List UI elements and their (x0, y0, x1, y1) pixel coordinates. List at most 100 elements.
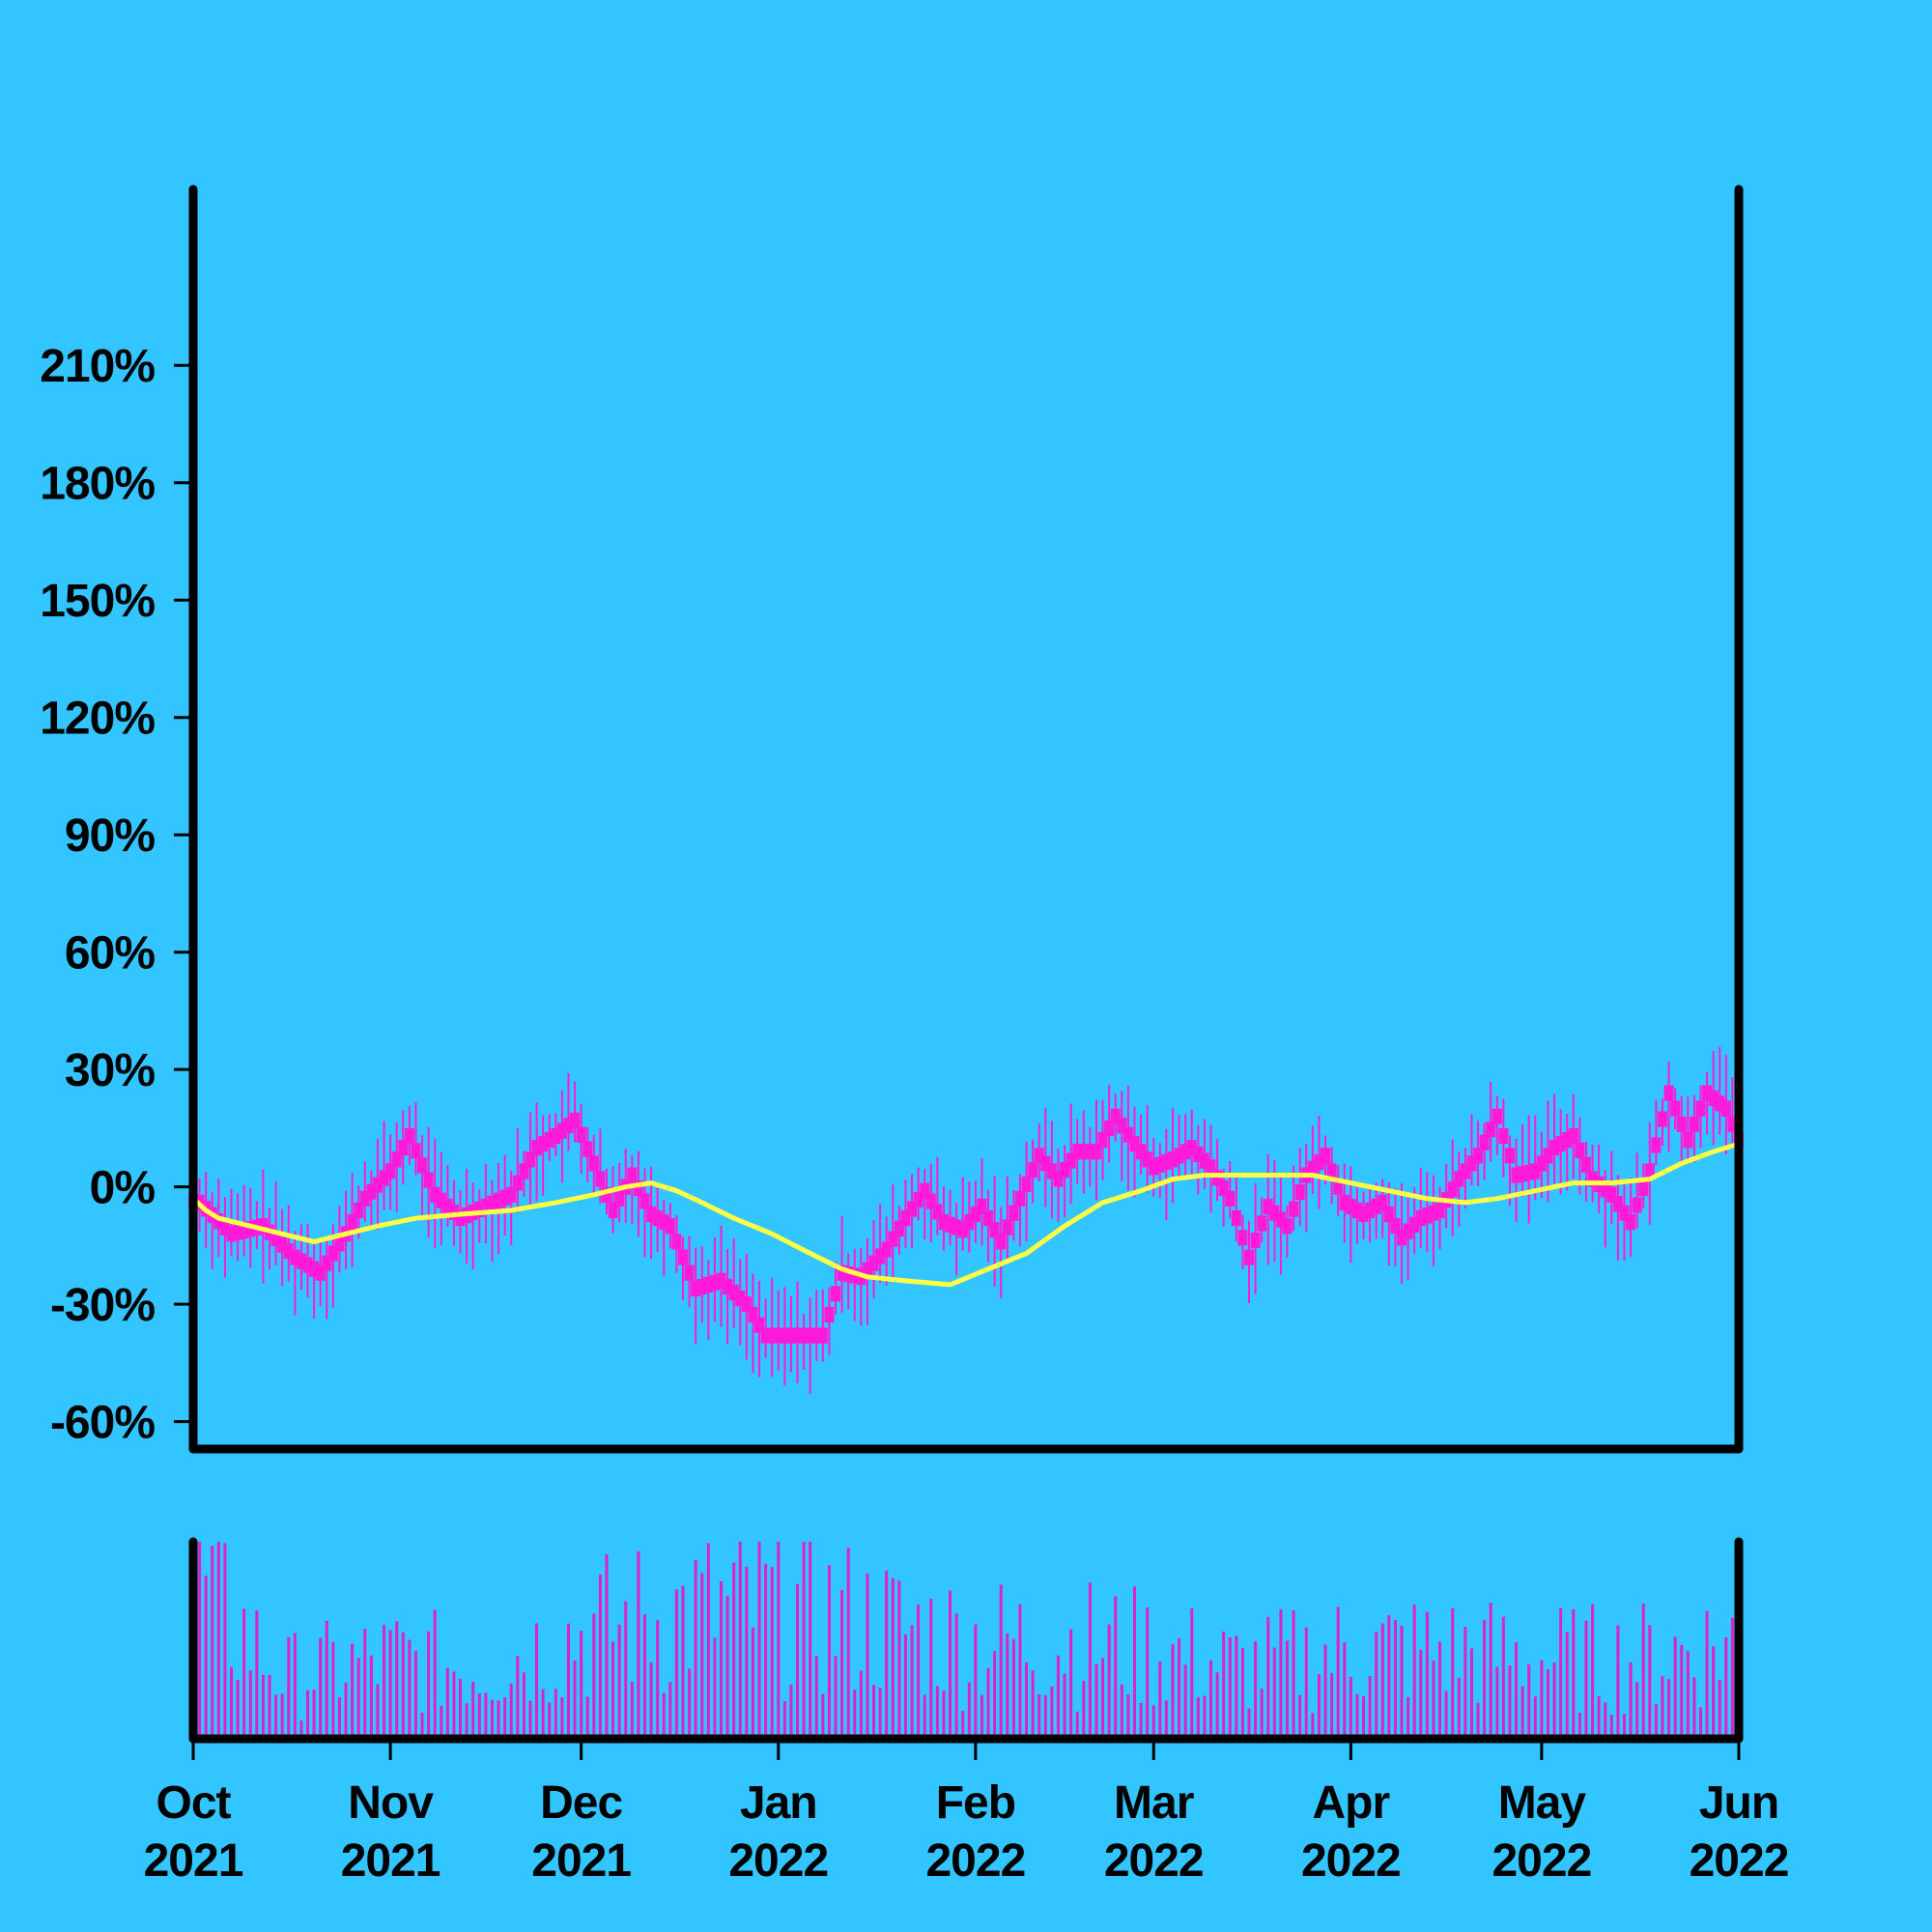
price-body (1708, 1090, 1719, 1106)
volume-bar (1158, 1662, 1162, 1739)
volume-bar (1050, 1686, 1054, 1739)
volume-bar (1362, 1695, 1366, 1739)
price-body (1065, 1152, 1076, 1169)
price-body (1161, 1153, 1172, 1171)
price-body (1333, 1179, 1344, 1195)
volume-bar (897, 1580, 901, 1739)
price-body (270, 1231, 281, 1247)
volume-bar (878, 1688, 882, 1739)
volume-bar (1292, 1610, 1295, 1739)
volume-bar (325, 1620, 328, 1739)
volume-bar (821, 1693, 825, 1739)
volume-bar (452, 1671, 456, 1739)
volume-bar (662, 1692, 666, 1739)
volume-bar (1094, 1663, 1098, 1739)
volume-bar (369, 1655, 373, 1739)
volume-bar (580, 1631, 583, 1739)
volume-bar (624, 1601, 628, 1739)
price-body (1129, 1136, 1140, 1152)
price-body (506, 1186, 517, 1203)
axes (188, 185, 1744, 1744)
price-body (996, 1234, 1007, 1250)
price-body (1702, 1085, 1713, 1101)
volume-bar (1730, 1617, 1734, 1739)
price-body (1225, 1190, 1236, 1207)
volume-bar (299, 1720, 303, 1739)
volume-bar (1336, 1606, 1340, 1739)
volume-bar (1311, 1713, 1315, 1739)
price-body (837, 1264, 847, 1281)
price-body (932, 1204, 943, 1220)
volume-bar (242, 1608, 246, 1739)
volume-bar (1444, 1690, 1448, 1739)
volume-bar (573, 1660, 577, 1739)
price-body (1555, 1136, 1566, 1152)
price-body (519, 1163, 529, 1179)
price-body (1154, 1156, 1165, 1173)
volume-bar (497, 1700, 500, 1739)
volume-bar (280, 1693, 284, 1739)
price-body (741, 1296, 752, 1313)
price-body (366, 1183, 377, 1200)
price-body (213, 1213, 224, 1230)
volume-bar (503, 1697, 507, 1739)
price-body (494, 1192, 504, 1208)
volume-bar (986, 1667, 990, 1739)
price-body (1383, 1206, 1394, 1223)
volume-bar (1025, 1662, 1029, 1739)
price-body (1046, 1163, 1057, 1179)
price-body (1498, 1127, 1509, 1145)
price-body (404, 1127, 414, 1145)
volume-bar (885, 1571, 889, 1739)
volume-bar (484, 1692, 488, 1739)
price-body (1180, 1144, 1191, 1160)
volume-bar (1609, 1715, 1613, 1739)
price-body (691, 1280, 701, 1297)
volume-bar (910, 1625, 914, 1739)
volume-bar (1037, 1693, 1041, 1739)
price-body (1174, 1148, 1184, 1164)
price-body (455, 1209, 466, 1227)
price-body (639, 1193, 650, 1209)
volume-bar (535, 1623, 539, 1739)
volume-bar (1235, 1635, 1238, 1739)
volume-bar (1469, 1648, 1473, 1739)
volume-bar (1515, 1642, 1519, 1739)
y-tick-label: 210% (40, 341, 155, 392)
price-body (601, 1186, 611, 1203)
price-body (1562, 1131, 1573, 1149)
volume-bar (509, 1683, 513, 1739)
price-body (1415, 1209, 1426, 1227)
price-body (1085, 1144, 1095, 1160)
volume-bar (954, 1613, 958, 1739)
price-body (1212, 1170, 1223, 1186)
volume-bar (1222, 1631, 1226, 1739)
volume-bar (471, 1681, 475, 1739)
price-body (359, 1190, 370, 1207)
volume-bar (1724, 1636, 1728, 1739)
volume-bar (1527, 1663, 1531, 1739)
price-body (1014, 1190, 1025, 1207)
volume-bar (674, 1589, 678, 1739)
volume-bar (1540, 1660, 1544, 1739)
price-body (659, 1214, 669, 1231)
volume-bar (732, 1562, 736, 1739)
volume-bar (1565, 1632, 1569, 1739)
volume-bar (694, 1559, 697, 1739)
price-body (723, 1278, 733, 1295)
price-body (334, 1236, 345, 1252)
volume-bar (230, 1666, 234, 1739)
volume-bars (191, 1542, 1741, 1739)
volume-bar (1196, 1697, 1200, 1739)
volume-bar (1616, 1625, 1620, 1739)
volume-bar (961, 1710, 965, 1739)
y-tick-label: 30% (65, 1045, 155, 1096)
price-body (716, 1272, 726, 1289)
price-body (1142, 1151, 1152, 1168)
price-body (677, 1249, 688, 1265)
volume-bar (1622, 1714, 1626, 1739)
volume-bar (1043, 1694, 1047, 1739)
volume-bar (668, 1682, 672, 1739)
price-body (1676, 1116, 1687, 1132)
